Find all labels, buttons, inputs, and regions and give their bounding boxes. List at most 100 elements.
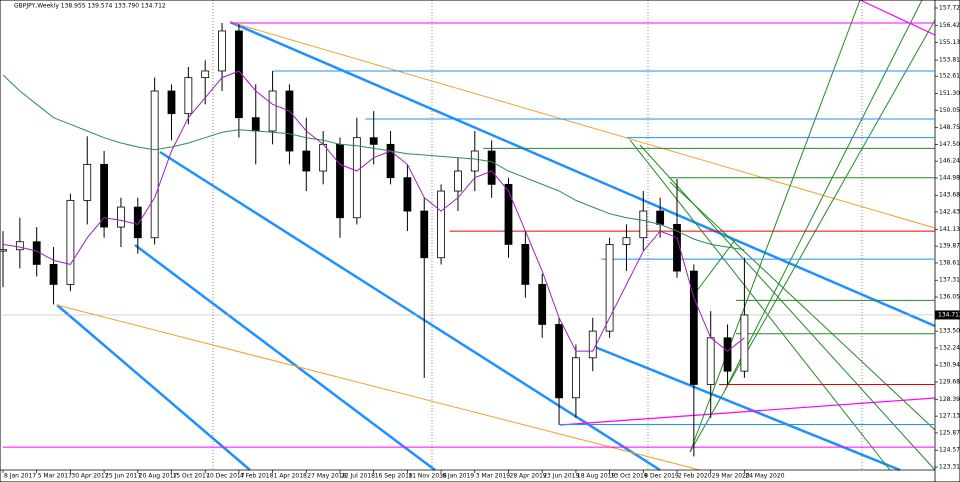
moving-average [2,70,745,352]
x-tick-label: 10 Dec 2017 [206,473,245,480]
x-tick-label: 5 Mar 2017 [38,473,72,480]
candle-body [234,30,243,119]
x-tick-label: 18 Aug 2019 [577,473,616,480]
x-tick-label: 16 Sep 2018 [375,473,413,480]
x-tick-label: 8 Jan 2017 [4,473,36,480]
candle-body [285,90,294,152]
x-tick-label: 13 Oct 2019 [611,473,648,480]
candle-body [673,223,681,272]
y-tick-label: 147.500 [939,141,960,148]
fan-line [639,144,936,471]
candle-body [656,210,665,225]
y-tick-label: 144.980 [939,174,960,181]
candle-body [487,150,496,185]
y-tick-label: 123.315 [939,463,960,470]
candle-body [369,137,378,145]
y-tick-label: 155.130 [939,39,960,46]
trend-lines [56,0,936,472]
x-tick-label: 27 May 2018 [307,473,346,480]
candle-body [251,117,260,132]
candle-body [15,241,24,251]
trend-line [229,21,936,229]
candle-body [403,177,412,212]
y-tick-label: 129.685 [939,379,960,386]
channel-line [589,343,901,472]
x-tick-label: 29 Mar 2020 [712,473,750,480]
y-tick-label: 124.575 [939,447,960,454]
y-tick-label: 148.750 [939,124,960,131]
fan-line [724,0,923,391]
candle-body [437,190,446,259]
candle-body [184,77,193,115]
y-tick-label: 136.055 [939,294,960,301]
fan-line [629,139,891,471]
candle-body [201,70,210,79]
fan-line [669,181,936,431]
y-tick-label: 151.305 [939,90,960,97]
candle-body [538,284,547,325]
channel-line [159,150,661,472]
x-tick-label: 8 Dec 2019 [644,473,679,480]
y-tick-label: 156.425 [939,22,960,29]
candle-body [555,324,563,399]
candle-body [470,150,479,172]
y-tick-label: 133.500 [939,328,960,335]
channel-line [229,20,936,328]
x-tick-label: 25 Jun 2017 [105,473,141,480]
fan-line [689,19,936,453]
y-tick-label: 125.870 [939,429,960,436]
y-tick-label: 146.240 [939,158,960,165]
candle-body [420,210,429,259]
candle-body [605,244,614,332]
candle-body [386,143,395,179]
last-price-box [935,310,960,320]
trend-line [559,397,936,426]
candle-body [268,90,277,132]
x-tick-label: 1 Apr 2018 [274,473,307,480]
x-tick-label: 15 Oct 2017 [173,473,210,480]
candle-body [706,337,715,385]
y-tick-label: 138.610 [939,259,960,266]
y-tick-label: 137.315 [939,277,960,284]
candle-body [167,90,176,115]
x-tick-label: 4 Feb 2018 [240,473,274,480]
x-tick-label: 6 Jan 2019 [442,473,474,480]
candle-body [218,30,226,72]
candle-body [454,170,462,192]
candle-body [352,137,361,219]
candle-body [504,183,513,245]
candle-body [723,337,732,372]
y-tick-label: 128.390 [939,396,960,403]
trend-line [56,304,701,471]
x-tick-label: 20 Aug 2017 [139,473,178,480]
channel-line [56,304,251,471]
channel-line [134,244,436,471]
candle-body [100,163,108,228]
y-tick-label: 130.945 [939,362,960,369]
trend-line [859,0,936,36]
x-tick-label: 2 Feb 2020 [678,473,712,480]
y-tick-label: 142.430 [939,208,960,215]
y-tick-label: 132.240 [939,344,960,351]
x-tick-label: 30 Apr 2017 [71,473,108,480]
candle-body [319,143,328,172]
candle-body [588,330,597,359]
y-tick-label: 141.130 [939,226,960,233]
candle-body [622,237,631,245]
x-tick-label: 22 Jul 2018 [341,473,375,480]
candle-body [32,241,41,265]
y-tick-label: 150.055 [939,107,960,114]
y-tick-label: 157.720 [939,5,960,12]
candle-body [0,249,7,252]
candle-body [572,357,580,399]
x-tick-label: 3 Mar 2019 [476,473,510,480]
candle-body [302,150,311,172]
x-tick-label: 11 Nov 2018 [408,473,447,480]
x-tick-label: 28 Apr 2019 [510,473,547,480]
candle-body [639,210,648,239]
moving-average [2,74,745,251]
y-tick-label: 143.685 [939,192,960,199]
candle-body [66,199,75,285]
y-tick-label: 127.130 [939,413,960,420]
